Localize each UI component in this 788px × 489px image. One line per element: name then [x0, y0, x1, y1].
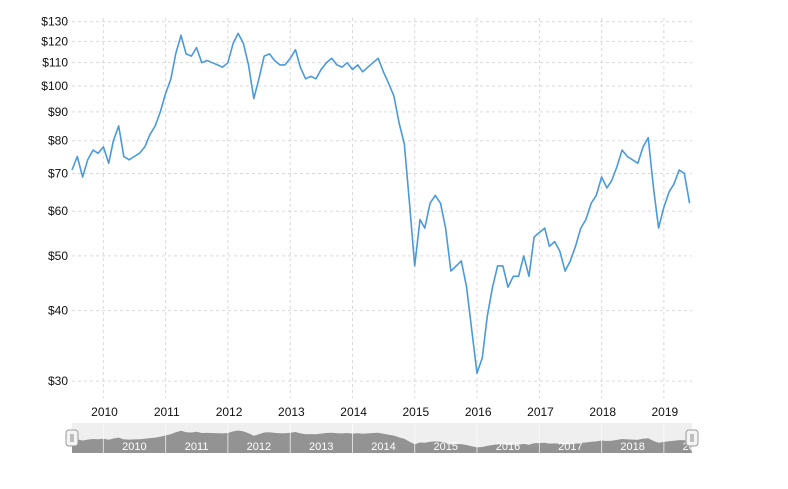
navigator-tick-label: 2018 — [620, 441, 644, 453]
y-tick-label: $50 — [48, 249, 68, 263]
y-tick-label: $60 — [48, 204, 68, 218]
x-tick-label: 2011 — [154, 405, 180, 419]
x-tick-label: 2014 — [340, 405, 367, 419]
navigator-right-handle[interactable] — [685, 429, 699, 447]
x-tick-label: 2018 — [589, 405, 616, 419]
series-layer — [71, 32, 691, 374]
y-axis-ticks: $30 $40 $50 $60 $70 $80 $90 $100 $110 $120 $130 — [41, 15, 68, 388]
navigator-tick-label: 2012 — [247, 441, 271, 453]
x-tick-label: 2016 — [465, 405, 492, 419]
y-tick-label: $130 — [41, 15, 68, 29]
navigator-tick-label: 2017 — [558, 441, 582, 453]
navigator-tick-label: 2016 — [496, 441, 520, 453]
price-line — [71, 32, 691, 374]
y-tick-label: $70 — [48, 166, 68, 180]
navigator-area — [72, 430, 692, 453]
x-tick-label: 2017 — [527, 405, 554, 419]
x-tick-label: 2012 — [216, 405, 243, 419]
y-tick-label: $100 — [41, 79, 68, 93]
navigator-tick-label: 2011 — [185, 441, 209, 453]
y-tick-label: $30 — [48, 374, 68, 388]
navigator-tick-label: 2013 — [309, 441, 333, 453]
y-tick-label: $90 — [48, 105, 68, 119]
y-tick-label: $110 — [42, 56, 68, 70]
y-tick-label: $80 — [48, 134, 68, 148]
x-axis-ticks: 2010 2011 2012 2013 2014 2015 2016 2017 2018 2019 — [91, 405, 678, 419]
y-tick-label: $40 — [48, 304, 68, 318]
navigator-left-handle-grip[interactable] — [65, 429, 79, 447]
navigator-tick-label: 2014 — [371, 441, 395, 453]
x-tick-label: 2019 — [652, 405, 679, 419]
navigator-right-handle-grip[interactable] — [685, 429, 699, 447]
grid — [72, 18, 692, 398]
navigator-tick-label: 2010 — [122, 441, 146, 453]
x-tick-label: 2010 — [91, 405, 118, 419]
x-tick-label: 2013 — [278, 405, 305, 419]
navigator-selection[interactable] — [72, 423, 692, 453]
navigator-left-handle[interactable] — [65, 429, 79, 447]
x-tick-label: 2015 — [403, 405, 430, 419]
navigator-tick-label: 2015 — [433, 441, 457, 453]
y-tick-label: $120 — [41, 34, 68, 48]
